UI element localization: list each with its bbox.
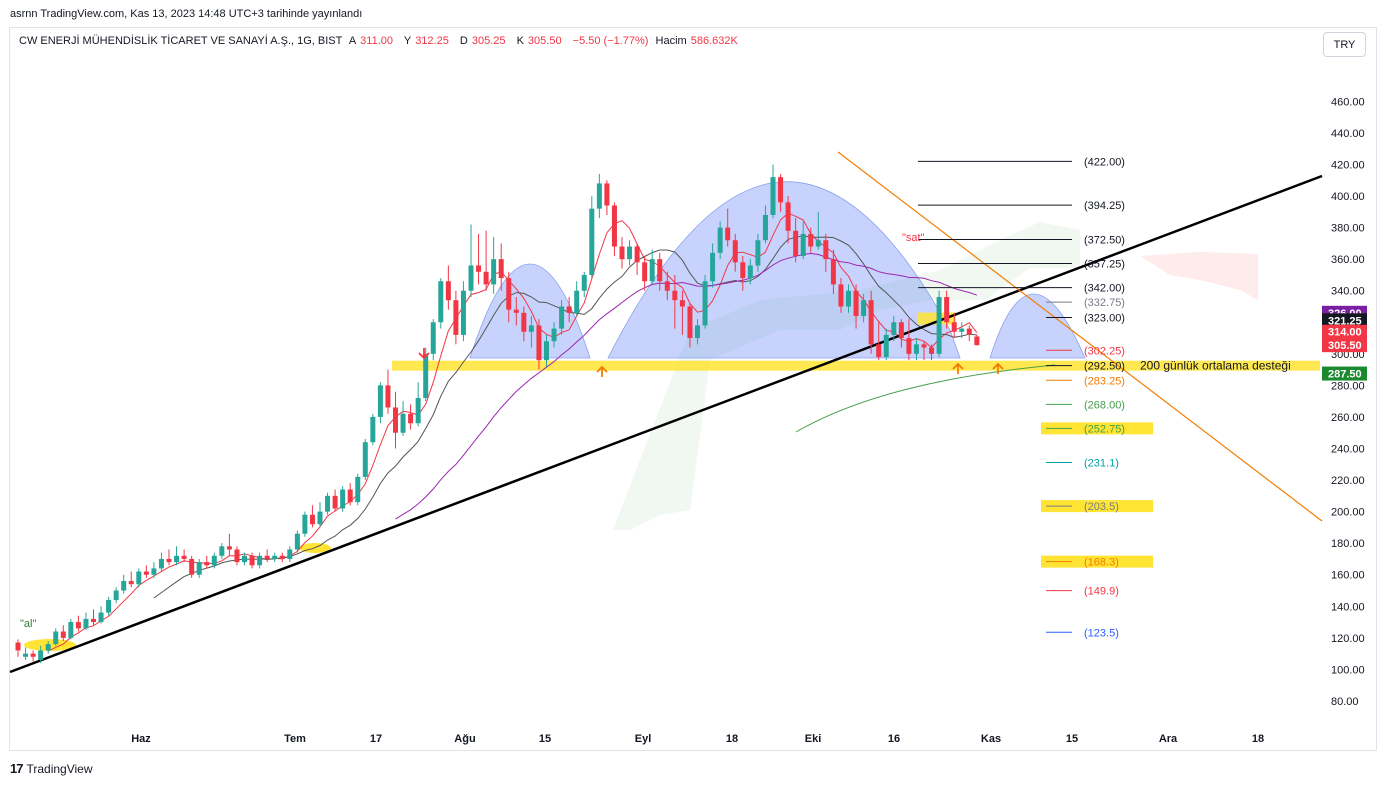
chart-frame [9,27,1377,751]
symbol-legend: CW ENERJİ MÜHENDİSLİK TİCARET VE SANAYİ … [19,35,746,47]
symbol-name[interactable]: CW ENERJİ MÜHENDİSLİK TİCARET VE SANAYİ … [19,35,343,47]
currency-button[interactable]: TRY [1323,32,1366,57]
open-value: A 311.00 [348,35,393,47]
low-value: D 305.25 [459,35,506,47]
tradingview-logo-icon: 17 [10,761,24,776]
volume-value: Hacim 586.632K [655,35,738,47]
change-value: −5.50 (−1.77%) [572,35,649,47]
tradingview-logo[interactable]: 17 TradingView [10,761,93,776]
publish-info: asrnn TradingView.com, Kas 13, 2023 14:4… [10,8,363,20]
high-value: Y 312.25 [403,35,449,47]
close-value: K 305.50 [516,35,562,47]
